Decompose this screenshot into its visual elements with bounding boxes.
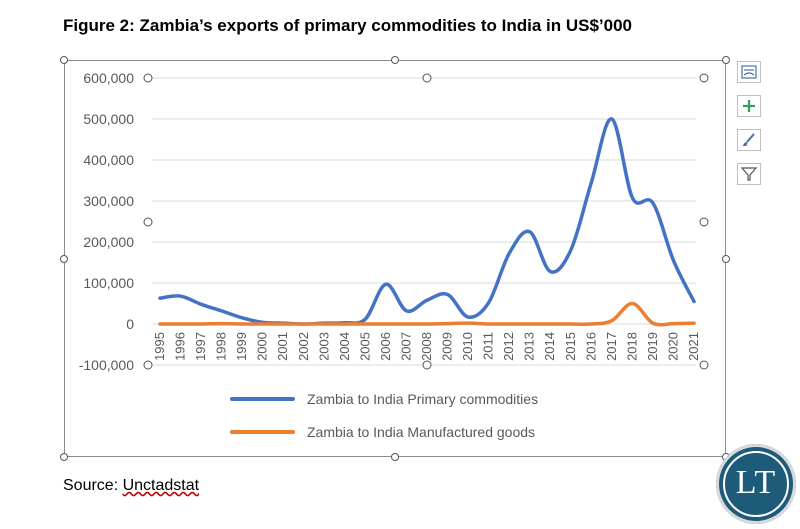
x-tick-label: 2017 (604, 332, 619, 361)
x-tick-label: 2005 (357, 332, 372, 361)
plot-area-handle (699, 73, 709, 83)
x-tick-label: 2010 (460, 332, 475, 361)
x-tick-label: 2015 (563, 332, 578, 361)
x-tick-label: 2000 (255, 332, 270, 361)
series-lines (158, 117, 696, 327)
plot-area-handle (143, 217, 153, 227)
plot-area-handle (143, 360, 153, 370)
y-tick-label: 200,000 (83, 234, 134, 250)
x-tick-label: 2003 (316, 332, 331, 361)
plus-icon (743, 100, 755, 112)
brush-icon (743, 133, 755, 146)
x-tick-label: 1995 (152, 332, 167, 361)
x-tick-label: 1999 (234, 332, 249, 361)
y-tick-label: 300,000 (83, 193, 134, 209)
resize-handle-top-right[interactable] (722, 56, 730, 64)
x-tick-label: 2011 (481, 332, 496, 360)
x-tick-label: 2018 (624, 332, 639, 361)
x-tick-label: 2016 (583, 332, 598, 361)
x-tick-label: 1996 (173, 332, 188, 361)
x-tick-label: 1997 (193, 332, 208, 361)
x-tick-label: 2013 (522, 332, 537, 361)
logo-ring (723, 451, 789, 517)
legend-label: Zambia to India Primary commodities (307, 391, 538, 407)
source-prefix: Source: (63, 477, 123, 494)
x-tick-label: 2009 (440, 332, 455, 361)
y-axis-tick-labels: -100,000 0 100,000 200,000 300,000 400,000 500… (79, 70, 134, 373)
x-tick-label: 2002 (296, 332, 311, 361)
x-tick-label: 2007 (398, 332, 413, 361)
x-tick-label: 2014 (542, 332, 557, 361)
plot-area-handle (699, 360, 709, 370)
x-axis-tick-labels: 1995 1996 1997 1998 1999 2000 2001 2002 2003 2004… (152, 332, 701, 361)
x-tick-label: 2006 (378, 332, 393, 361)
x-tick-label: 2021 (686, 332, 701, 361)
resize-handle-top-center[interactable] (391, 56, 399, 64)
legend: Zambia to India Primary commodities Zambi… (230, 391, 538, 440)
filter-icon (740, 167, 758, 181)
chart-elements-button[interactable] (737, 61, 761, 83)
logo-text: LT (735, 464, 777, 501)
add-element-button[interactable] (737, 95, 761, 117)
resize-handle-bottom-left[interactable] (60, 453, 68, 461)
resize-handle-top-left[interactable] (60, 56, 68, 64)
x-tick-label: 2012 (501, 332, 516, 361)
source-note: Source: Unctadstat (63, 477, 199, 495)
plot-area-handle (143, 73, 153, 83)
y-tick-label: 100,000 (83, 275, 134, 291)
chart-styles-button[interactable] (737, 129, 761, 151)
legend-label: Zambia to India Manufactured goods (307, 424, 535, 440)
x-tick-label: 1998 (214, 332, 229, 361)
plot-area-handle (699, 217, 709, 227)
y-tick-label: -100,000 (79, 357, 134, 373)
plot-area-handle (422, 73, 432, 83)
y-tick-label: 500,000 (83, 111, 134, 127)
x-tick-label: 2004 (337, 332, 352, 361)
lusaka-times-logo: LT (716, 444, 796, 524)
y-tick-label: 400,000 (83, 152, 134, 168)
x-tick-label: 2020 (665, 332, 680, 361)
source-name: Unctadstat (122, 477, 200, 494)
x-tick-label: 2008 (419, 332, 434, 361)
chart-filters-button[interactable] (737, 163, 761, 185)
x-tick-label: 2019 (645, 332, 660, 361)
y-tick-label: 600,000 (83, 70, 134, 86)
y-tick-label: 0 (126, 316, 134, 332)
figure-title: Figure 2: Zambia’s exports of primary co… (63, 16, 633, 35)
series-line (158, 301, 696, 327)
resize-handle-bottom-center[interactable] (391, 453, 399, 461)
resize-handle-middle-left[interactable] (60, 255, 68, 263)
x-tick-label: 2001 (275, 332, 290, 361)
plot-area-handle (422, 360, 432, 370)
resize-handle-middle-right[interactable] (722, 255, 730, 263)
plot-area-handles (143, 73, 709, 370)
layout-icon (741, 65, 757, 79)
series-line (158, 117, 696, 326)
